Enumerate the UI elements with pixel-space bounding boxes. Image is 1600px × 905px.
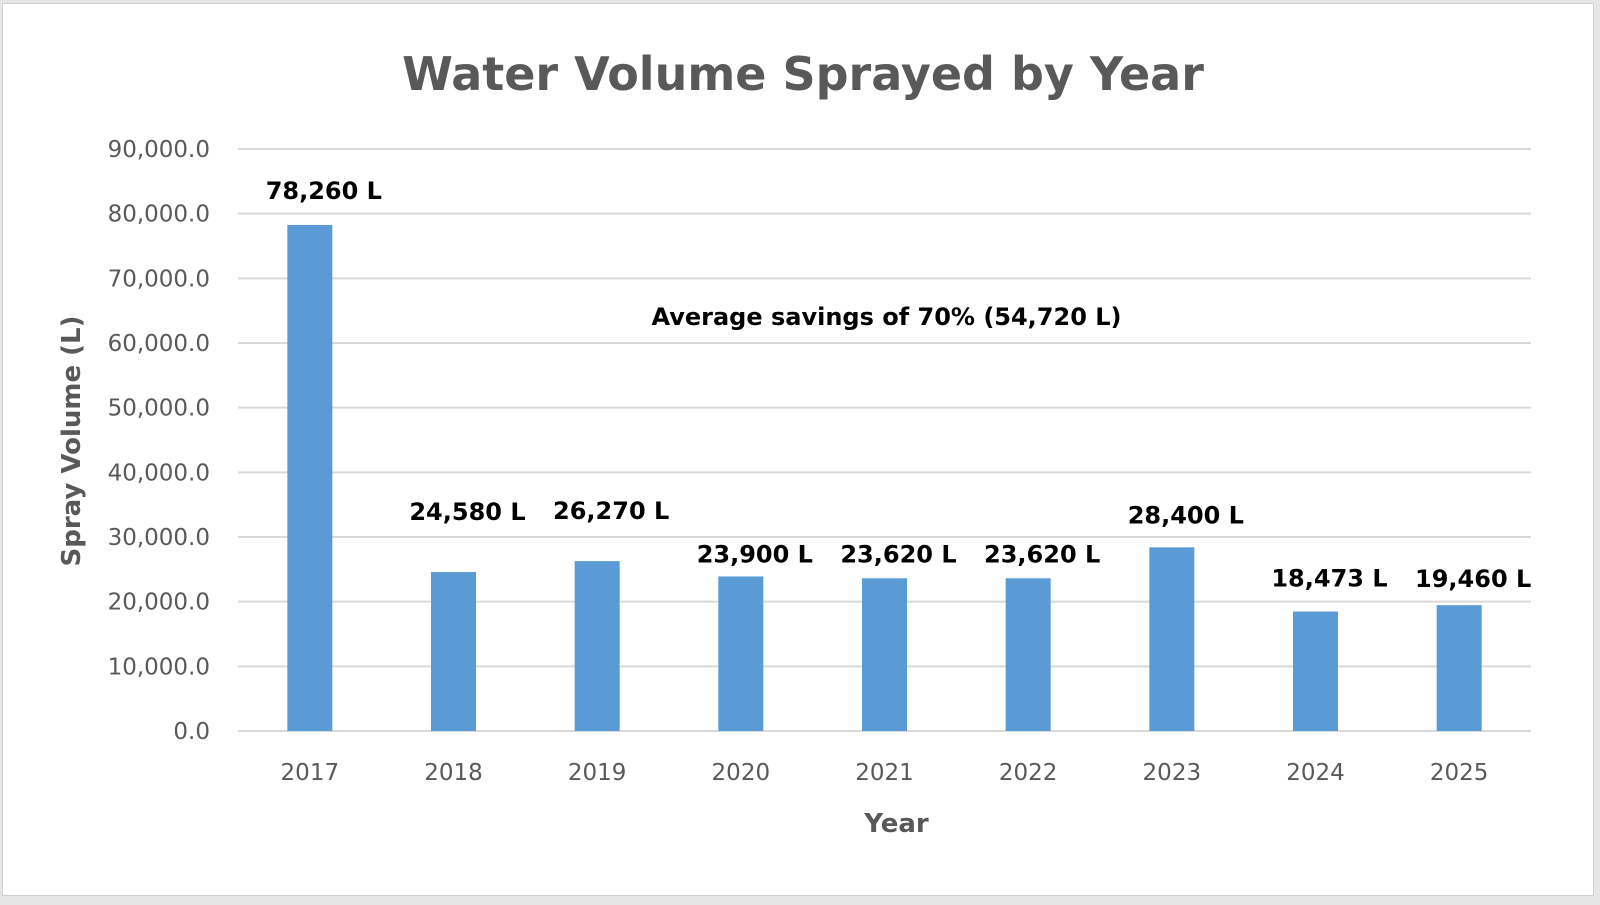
data-label: 26,270 L [553, 497, 669, 525]
y-axis-title: Spray Volume (L) [57, 316, 87, 567]
bar-2019 [574, 561, 620, 731]
data-label: 78,260 L [266, 177, 382, 205]
data-label: 23,620 L [984, 540, 1100, 568]
x-tick-label: 2021 [855, 760, 914, 786]
bar-2023 [1149, 547, 1195, 731]
bar-chart: Water Volume Sprayed by Year 0.0 10,000.0… [57, 47, 1532, 839]
x-tick-label: 2020 [712, 760, 771, 786]
data-labels: 78,260 L 24,580 L 26,270 L 23,900 L 23,620 L… [266, 177, 1532, 593]
bar-2024 [1293, 611, 1338, 731]
x-tick-label: 2017 [281, 760, 340, 786]
bars [287, 224, 1482, 731]
y-axis-ticks: 0.0 10,000.0 20,000.0 30,000.0 40,000.0 50,00… [108, 137, 210, 745]
x-tick-label: 2024 [1286, 760, 1345, 786]
data-label: 23,900 L [697, 540, 813, 568]
y-tick-label: 50,000.0 [108, 396, 210, 422]
bar-2020 [718, 576, 764, 731]
y-tick-label: 30,000.0 [108, 525, 210, 551]
y-tick-label: 80,000.0 [108, 202, 210, 228]
y-tick-label: 10,000.0 [108, 654, 210, 680]
x-tick-label: 2025 [1430, 760, 1489, 786]
bar-2018 [431, 572, 476, 731]
x-tick-label: 2019 [568, 760, 627, 786]
x-tick-label: 2023 [1143, 760, 1202, 786]
y-tick-label: 0.0 [173, 719, 210, 745]
bar-2017 [287, 224, 333, 731]
x-tick-label: 2018 [424, 760, 483, 786]
data-label: 28,400 L [1128, 501, 1244, 529]
y-tick-label: 40,000.0 [108, 460, 210, 486]
x-axis-ticks: 2017 2018 2019 2020 2021 2022 2023 2024 2025 [281, 760, 1489, 786]
data-label: 19,460 L [1415, 565, 1531, 593]
x-axis-title: Year [863, 809, 929, 839]
data-label: 18,473 L [1271, 565, 1387, 593]
y-tick-label: 60,000.0 [108, 331, 210, 357]
y-tick-label: 90,000.0 [108, 137, 210, 163]
chart-title: Water Volume Sprayed by Year [402, 47, 1204, 101]
bar-2025 [1436, 605, 1482, 731]
data-label: 23,620 L [840, 540, 956, 568]
data-label: 24,580 L [409, 498, 525, 526]
bar-2022 [1005, 578, 1051, 731]
y-tick-label: 70,000.0 [108, 266, 210, 292]
x-tick-label: 2022 [999, 760, 1058, 786]
bar-2021 [862, 578, 907, 731]
savings-annotation: Average savings of 70% (54,720 L) [651, 303, 1121, 331]
chart-frame: Water Volume Sprayed by Year 0.0 10,000.0… [2, 3, 1594, 896]
y-tick-label: 20,000.0 [108, 590, 210, 616]
